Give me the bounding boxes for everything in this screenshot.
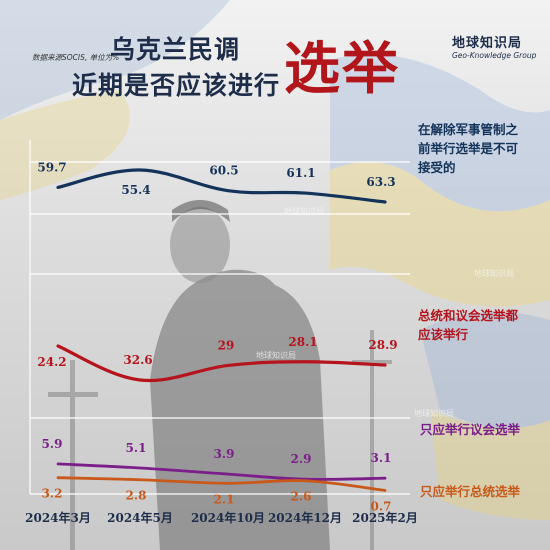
series-label-line: 只应举行议会选举 [420,422,521,437]
data-label: 3.2 [42,487,63,501]
series-line [56,462,387,481]
data-label: 63.3 [366,175,395,189]
data-label: 2.9 [291,452,312,466]
data-label: 3.1 [371,451,392,465]
data-label: 32.6 [123,353,152,367]
data-label: 5.1 [126,441,147,455]
data-label: 60.5 [209,164,238,178]
x-tick-label: 2024年10月 [191,510,265,525]
data-label: 2.1 [214,492,235,506]
series-label-no-election: 在解除军事管制之 前举行选举是不可 接受的 [418,120,518,177]
series-label-line: 总统和议会选举都 [418,308,519,323]
data-label: 28.9 [368,338,397,352]
series-label-president-only: 只应举行总统选举 [420,482,520,501]
series-label-line: 前举行选举是不可 [418,141,519,156]
data-label: 61.1 [286,166,315,180]
series-label-line: 应该举行 [418,327,469,342]
series-label-line: 只应举行总统选举 [420,484,521,499]
data-label: 5.9 [42,437,63,451]
brand-name-en: Geo-Knowledge Group [452,51,537,60]
brand-name-cn: 地球知识局 [452,36,523,51]
data-label: 3.9 [214,447,235,461]
series-label-line: 在解除军事管制之 [418,122,519,137]
x-tick-label: 2024年3月 [25,510,91,525]
watermark: 地球知识局 [414,409,454,418]
series-label-line: 接受的 [418,160,456,175]
data-label: 24.2 [37,355,66,369]
watermark: 地球知识局 [256,351,296,360]
title-line-2: 近期是否应该进行 [72,71,281,100]
data-label: 0.7 [371,499,392,513]
data-label: 59.7 [37,160,66,174]
data-label: 2.8 [126,489,147,503]
x-tick-label: 2024年12月 [268,510,342,525]
series-label-both-elections: 总统和议会选举都 应该举行 [418,306,518,344]
title-highlight: 选举 [284,36,400,102]
watermark: 地球知识局 [284,207,324,216]
x-tick-label: 2025年2月 [352,510,418,525]
title-line-1: 乌克兰民调 [110,35,241,64]
source-note: 数据来源SOCIS, 单位为% [32,53,120,62]
data-label: 55.4 [121,183,150,197]
brand-logo: 地球知识局 Geo-Knowledge Group [452,32,536,60]
data-label: 2.6 [291,490,312,504]
data-label: 29 [218,338,235,352]
series-label-parliament-only: 只应举行议会选举 [420,420,520,439]
x-tick-label: 2024年5月 [107,510,173,525]
watermark: 地球知识局 [474,269,514,278]
data-label: 28.1 [288,335,317,349]
